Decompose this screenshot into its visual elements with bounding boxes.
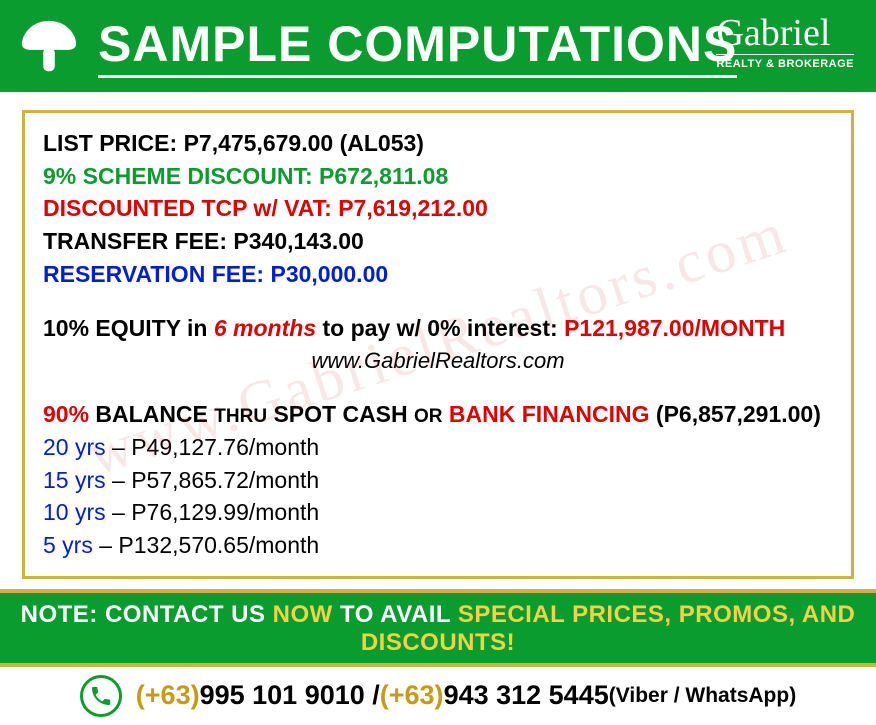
term-row: 10 yrs – P76,129.99/month bbox=[43, 496, 833, 529]
equity-pct: 10% EQUITY bbox=[43, 315, 181, 341]
equity-months: 6 months bbox=[214, 315, 316, 341]
balance-thru: THRU bbox=[214, 406, 267, 427]
balance-pct: 90% bbox=[43, 401, 89, 427]
term-years: 20 yrs bbox=[43, 434, 106, 460]
balance-mid1: BALANCE bbox=[89, 401, 214, 427]
term-row: 5 yrs – P132,570.65/month bbox=[43, 529, 833, 562]
balance-mid2: SPOT CASH bbox=[267, 401, 414, 427]
equity-amount: P121,987.00/MONTH bbox=[564, 315, 785, 341]
equity-in: in bbox=[181, 315, 214, 341]
discount-row: 9% SCHEME DISCOUNT: P672,811.08 bbox=[43, 160, 833, 193]
term-years: 5 yrs bbox=[43, 532, 93, 558]
tcp-value: P7,619,212.00 bbox=[338, 195, 488, 221]
list-price-row: LIST PRICE: P7,475,679.00 (AL053) bbox=[43, 127, 833, 160]
website-line: www.GabrielRealtors.com bbox=[43, 345, 833, 376]
term-amount: – P57,865.72/month bbox=[106, 467, 320, 493]
discount-label: 9% SCHEME DISCOUNT: bbox=[43, 163, 313, 189]
reservation-row: RESERVATION FEE: P30,000.00 bbox=[43, 258, 833, 291]
term-row: 20 yrs – P49,127.76/month bbox=[43, 431, 833, 464]
mushroom-icon bbox=[18, 15, 80, 77]
brand-name: Gabriel bbox=[716, 14, 854, 52]
note-now: NOW bbox=[273, 601, 333, 628]
balance-amount: (P6,857,291.00) bbox=[656, 401, 821, 427]
reservation-label: RESERVATION FEE: bbox=[43, 261, 264, 287]
note-pre: NOTE: CONTACT US bbox=[21, 601, 273, 628]
reservation-value: P30,000.00 bbox=[270, 261, 388, 287]
transfer-value: P340,143.00 bbox=[233, 228, 363, 254]
discount-value: P672,811.08 bbox=[319, 163, 448, 189]
content-wrapper: www.GabrielRealtors.com LIST PRICE: P7,4… bbox=[0, 92, 876, 589]
note-bar: NOTE: CONTACT US NOW TO AVAIL SPECIAL PR… bbox=[0, 589, 876, 667]
phone-sub: (Viber / WhatsApp) bbox=[609, 684, 796, 708]
equity-row: 10% EQUITY in 6 months to pay w/ 0% inte… bbox=[43, 312, 833, 345]
balance-bank: BANK FINANCING bbox=[443, 401, 656, 427]
phone-num2: 943 312 5445 bbox=[444, 680, 609, 711]
balance-row: 90% BALANCE THRU SPOT CASH OR BANK FINAN… bbox=[43, 398, 833, 431]
equity-terms: to pay w/ 0% interest: bbox=[316, 315, 564, 341]
transfer-row: TRANSFER FEE: P340,143.00 bbox=[43, 225, 833, 258]
brand-subtitle: REALTY & BROKERAGE bbox=[716, 54, 854, 70]
page-title: SAMPLE COMPUTATIONS bbox=[98, 15, 737, 78]
term-amount: – P49,127.76/month bbox=[106, 434, 320, 460]
balance-or: OR bbox=[414, 406, 443, 427]
term-amount: – P132,570.65/month bbox=[93, 532, 319, 558]
term-years: 15 yrs bbox=[43, 467, 106, 493]
phone-bar: (+63) 995 101 9010 / (+63) 943 312 5445 … bbox=[0, 667, 876, 725]
brand-block: Gabriel REALTY & BROKERAGE bbox=[716, 14, 854, 70]
term-amount: – P76,129.99/month bbox=[106, 499, 320, 525]
list-price-value: P7,475,679.00 (AL053) bbox=[184, 130, 424, 156]
transfer-label: TRANSFER FEE: bbox=[43, 228, 227, 254]
phone-num1: 995 101 9010 / bbox=[200, 680, 380, 711]
tcp-row: DISCOUNTED TCP w/ VAT: P7,619,212.00 bbox=[43, 192, 833, 225]
header-bar: SAMPLE COMPUTATIONS Gabriel REALTY & BRO… bbox=[0, 0, 876, 92]
computation-box: www.GabrielRealtors.com LIST PRICE: P7,4… bbox=[22, 110, 854, 579]
list-price-label: LIST PRICE: bbox=[43, 130, 177, 156]
phone-cc2: (+63) bbox=[380, 680, 444, 711]
note-mid: TO AVAIL bbox=[333, 601, 458, 628]
phone-icon bbox=[80, 675, 122, 717]
term-row: 15 yrs – P57,865.72/month bbox=[43, 464, 833, 497]
term-years: 10 yrs bbox=[43, 499, 106, 525]
tcp-label: DISCOUNTED TCP w/ VAT: bbox=[43, 195, 332, 221]
phone-cc1: (+63) bbox=[136, 680, 200, 711]
